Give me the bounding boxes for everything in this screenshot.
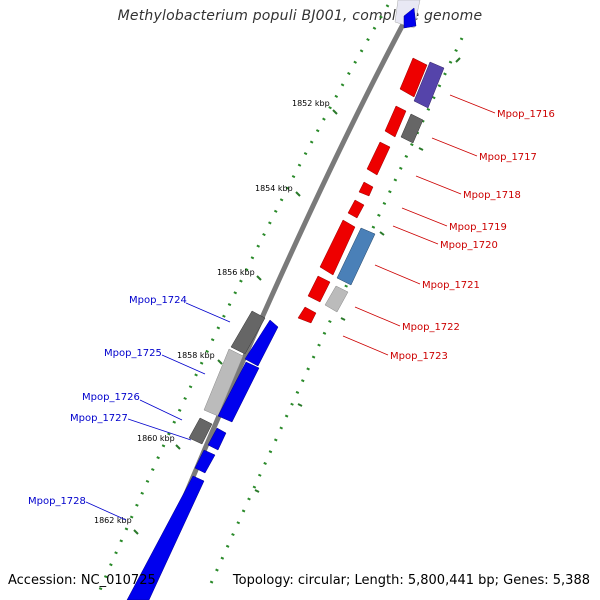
kbp-tick-label: 1862 kbp [94, 516, 132, 525]
kbp-tick-label: 1852 kbp [292, 99, 330, 108]
gene-top-partial-blue [403, 7, 417, 29]
gene-mpop-1719 [358, 181, 374, 197]
gene-label[interactable]: Mpop_1726 [82, 392, 140, 403]
gene-mpop-1722-gray [324, 285, 349, 313]
kbp-tick-label: 1854 kbp [255, 184, 293, 193]
gene-label[interactable]: Mpop_1723 [390, 351, 448, 362]
gene-mpop-1722 [307, 275, 331, 303]
gene-mpop-1725 [217, 361, 260, 423]
reverse-gene-labels: Mpop_1724 Mpop_1725 Mpop_1726 Mpop_1727 … [28, 295, 231, 521]
gene-mpop-1716-partner [413, 61, 445, 109]
outer-scale-track [206, 37, 464, 591]
gene-label[interactable]: Mpop_1717 [479, 152, 537, 163]
gene-mpop-1727 [194, 449, 216, 474]
gene-mpop-1724 [244, 319, 279, 367]
gene-mpop-1718 [366, 141, 391, 176]
map-title: Methylobacterium populi BJ001, complete … [117, 8, 483, 24]
gene-label[interactable]: Mpop_1721 [422, 280, 480, 291]
gene-label[interactable]: Mpop_1718 [463, 190, 521, 201]
major-ticks [133, 57, 461, 535]
kbp-tick-label: 1858 kbp [177, 351, 215, 360]
forward-gene-labels: Mpop_1716 Mpop_1717 Mpop_1718 Mpop_1719 … [342, 94, 555, 362]
gene-mpop-1726-gray [188, 417, 213, 445]
forward-genes [297, 0, 445, 324]
gene-mpop-1723 [297, 306, 317, 324]
gene-mpop-1721 [319, 219, 356, 276]
gene-mpop-1717-gray [400, 113, 424, 144]
gene-mpop-1720 [347, 199, 365, 219]
reverse-genes [126, 310, 279, 600]
gene-mpop-1716 [399, 57, 428, 98]
gene-label[interactable]: Mpop_1724 [129, 295, 187, 306]
kbp-tick-label: 1856 kbp [217, 268, 255, 277]
gene-label[interactable]: Mpop_1719 [449, 222, 507, 233]
genome-stats-text: Topology: circular; Length: 5,800,441 bp… [232, 573, 590, 588]
inner-scale-track [98, 4, 390, 591]
gene-label[interactable]: Mpop_1720 [440, 240, 498, 251]
gene-mpop-1728 [126, 475, 205, 600]
gene-mpop-1721-blue [336, 227, 376, 286]
gene-label[interactable]: Mpop_1727 [70, 413, 128, 424]
gene-mpop-1726 [207, 427, 227, 451]
gene-label[interactable]: Mpop_1725 [104, 348, 162, 359]
gene-label[interactable]: Mpop_1722 [402, 322, 460, 333]
gene-label[interactable]: Mpop_1716 [497, 109, 555, 120]
kbp-tick-label: 1860 kbp [137, 434, 175, 443]
accession-text: Accession: NC_010725 [8, 573, 156, 588]
gene-label[interactable]: Mpop_1728 [28, 496, 86, 507]
gene-mpop-1717 [384, 105, 407, 138]
gene-mpop-1724-gray [230, 310, 266, 355]
